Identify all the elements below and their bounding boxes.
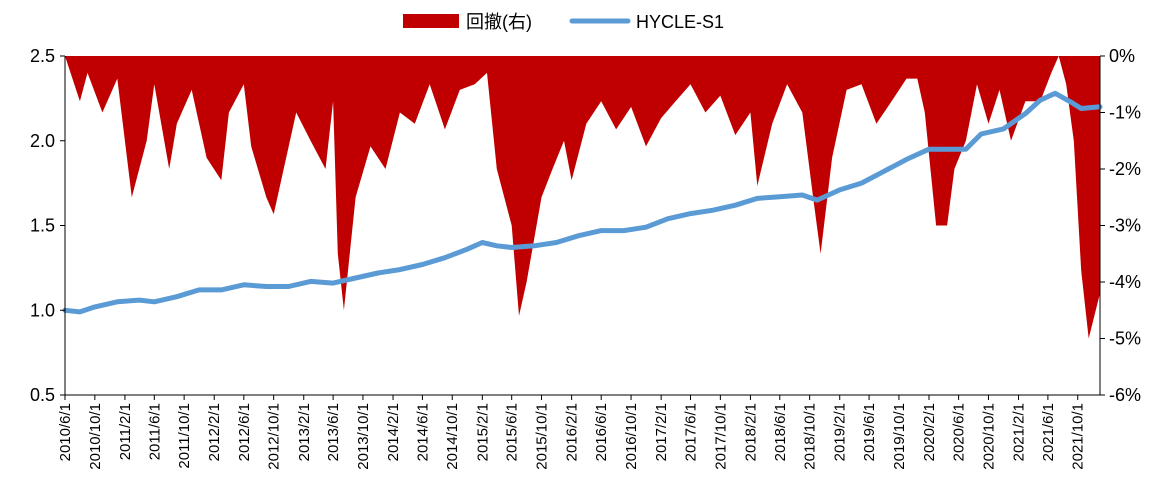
x-tick-label: 2013/6/1 (325, 403, 342, 461)
x-tick-label: 2013/10/1 (355, 403, 372, 470)
y-left-tick-label: 1.5 (30, 216, 55, 236)
y-right-tick-label: -1% (1109, 103, 1141, 123)
x-tick-label: 2012/2/1 (206, 403, 223, 461)
y-left-tick-label: 1.0 (30, 300, 55, 320)
x-tick-label: 2012/6/1 (236, 403, 253, 461)
x-tick-label: 2021/2/1 (1011, 403, 1028, 461)
y-right-tick-label: -6% (1109, 385, 1141, 405)
x-tick-label: 2011/6/1 (146, 403, 163, 460)
x-tick-label: 2010/10/1 (87, 403, 104, 470)
x-tick-label: 2012/10/1 (266, 403, 283, 470)
x-tick-label: 2010/6/1 (57, 403, 74, 461)
x-tick-label: 2018/6/1 (772, 403, 789, 461)
legend: 回撤(右) HYCLE-S1 (403, 12, 724, 32)
x-tick-label: 2020/10/1 (981, 403, 998, 470)
x-tick-label: 2017/2/1 (653, 403, 670, 461)
x-tick-label: 2016/10/1 (623, 403, 640, 470)
legend-label-nav: HYCLE-S1 (636, 12, 724, 32)
x-tick-label: 2015/2/1 (474, 403, 491, 461)
x-tick-label: 2018/2/1 (742, 403, 759, 461)
x-tick-label: 2019/2/1 (832, 403, 849, 461)
x-tick-label: 2017/10/1 (712, 403, 729, 470)
y-right-tick-label: 0% (1109, 46, 1135, 66)
nav-line (62, 90, 1103, 315)
drawdown-area (65, 56, 1100, 339)
x-tick-label: 2015/10/1 (534, 403, 551, 470)
y-left-tick-label: 2.0 (30, 131, 55, 151)
x-tick-label: 2013/2/1 (296, 403, 313, 461)
axes-layer: 0.5 1.0 1.5 2.0 2.5 -6% -5% -4% -3% -2% -1% 0% 2010/… (30, 46, 1141, 470)
y-right-tick-label: -2% (1109, 159, 1141, 179)
drawdown-area-layer (65, 56, 1100, 339)
x-tick-label: 2019/10/1 (891, 403, 908, 470)
x-tick-label: 2020/2/1 (921, 403, 938, 461)
y-left-tick-label: 0.5 (30, 385, 55, 405)
x-tick-label: 2015/6/1 (504, 403, 521, 461)
x-tick-label: 2011/2/1 (117, 403, 134, 460)
legend-label-drawdown: 回撤(右) (466, 12, 532, 32)
y-right-tick-label: -4% (1109, 272, 1141, 292)
x-tick-label: 2016/2/1 (564, 403, 581, 461)
x-tick-label: 2019/6/1 (861, 403, 878, 461)
y-right-tick-label: -3% (1109, 216, 1141, 236)
x-tick-label: 2014/10/1 (444, 403, 461, 470)
x-tick-label: 2021/10/1 (1070, 403, 1087, 470)
y-right-tick-label: -5% (1109, 329, 1141, 349)
x-tick-label: 2016/6/1 (593, 403, 610, 461)
x-tick-label: 2017/6/1 (683, 403, 700, 461)
x-tick-label: 2014/6/1 (414, 403, 431, 461)
x-tick-label: 2020/6/1 (951, 403, 968, 461)
x-tick-label: 2018/10/1 (802, 403, 819, 470)
nav-line-layer (62, 90, 1103, 315)
x-tick-label: 2011/10/1 (176, 403, 193, 469)
x-tick-label: 2021/6/1 (1040, 403, 1057, 461)
legend-swatch-drawdown (403, 14, 459, 28)
y-left-tick-label: 2.5 (30, 46, 55, 66)
x-tick-label: 2014/2/1 (385, 403, 402, 461)
